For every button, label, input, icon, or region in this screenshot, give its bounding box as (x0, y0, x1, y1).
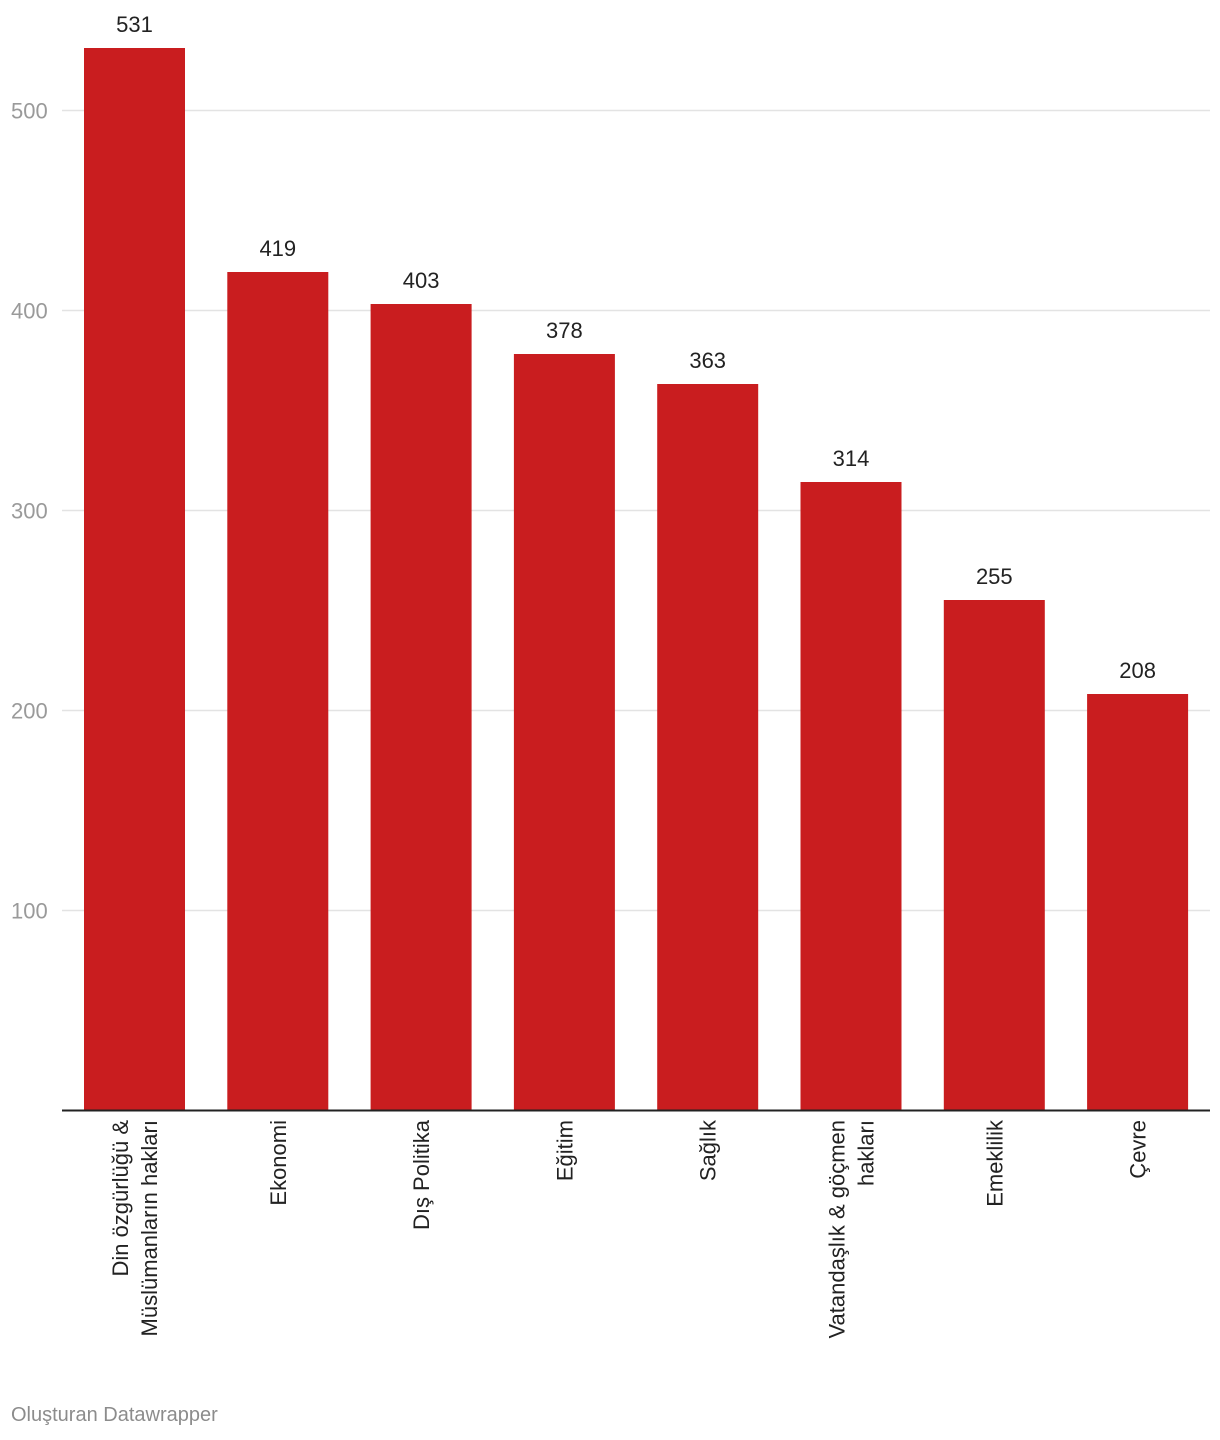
y-axis-ticks: 100 200 300 400 500 (11, 99, 48, 924)
bar-value-label: 378 (546, 318, 583, 343)
y-tick-label: 100 (11, 899, 48, 924)
category-label-line: Ekonomi (266, 1120, 291, 1206)
bar (800, 482, 902, 1110)
category-label: Din özgürlüğü & Müslümanların hakları (108, 1120, 162, 1337)
category-label-line: Emeklilik (982, 1119, 1007, 1207)
bar-value-label: 363 (689, 348, 726, 373)
footer-credit: Oluşturan Datawrapper (11, 1404, 218, 1426)
bar (513, 354, 615, 1110)
category-label: Eğitim (552, 1120, 577, 1181)
category-label: Ekonomi (266, 1120, 291, 1206)
category-label-line: hakları (854, 1120, 879, 1186)
bar-value-label: 531 (116, 12, 153, 37)
y-tick-label: 200 (11, 699, 48, 724)
category-label-line: Müslümanların hakları (137, 1120, 162, 1336)
y-tick-label: 300 (11, 499, 48, 524)
category-label-line: Çevre (1126, 1120, 1151, 1179)
category-labels: Din özgürlüğü & Müslümanların hakları Ekon… (108, 1119, 1151, 1338)
category-label-line: Sağlık (696, 1119, 721, 1181)
category-label-line: Vatandaşlık & göçmen (825, 1120, 850, 1339)
bar-value-label: 314 (833, 446, 870, 471)
category-label: Çevre (1126, 1120, 1151, 1179)
category-label-line: Din özgürlüğü & (108, 1120, 133, 1277)
category-label: Sağlık (696, 1119, 721, 1181)
category-label: Dış Politika (409, 1119, 434, 1230)
bar-value-label: 419 (259, 236, 296, 261)
bar-chart: 100 200 300 400 500 531 419 403 378 363 314 255 208… (11, 12, 1210, 1339)
bar-value-label: 403 (403, 268, 440, 293)
category-label: Vatandaşlık & göçmen hakları (825, 1120, 879, 1339)
bar (943, 600, 1045, 1110)
category-label: Emeklilik (982, 1119, 1007, 1207)
category-label-line: Eğitim (552, 1120, 577, 1181)
bar-value-label: 208 (1119, 658, 1156, 683)
bar (227, 272, 329, 1110)
y-tick-label: 500 (11, 99, 48, 124)
bar (84, 48, 185, 1110)
y-tick-label: 400 (11, 299, 48, 324)
category-label-line: Dış Politika (409, 1119, 434, 1230)
bar (370, 304, 472, 1110)
bars (84, 48, 1189, 1110)
bar (657, 384, 759, 1110)
bar (1087, 694, 1189, 1110)
bar-value-label: 255 (976, 564, 1013, 589)
value-labels: 531 419 403 378 363 314 255 208 (116, 12, 1156, 683)
